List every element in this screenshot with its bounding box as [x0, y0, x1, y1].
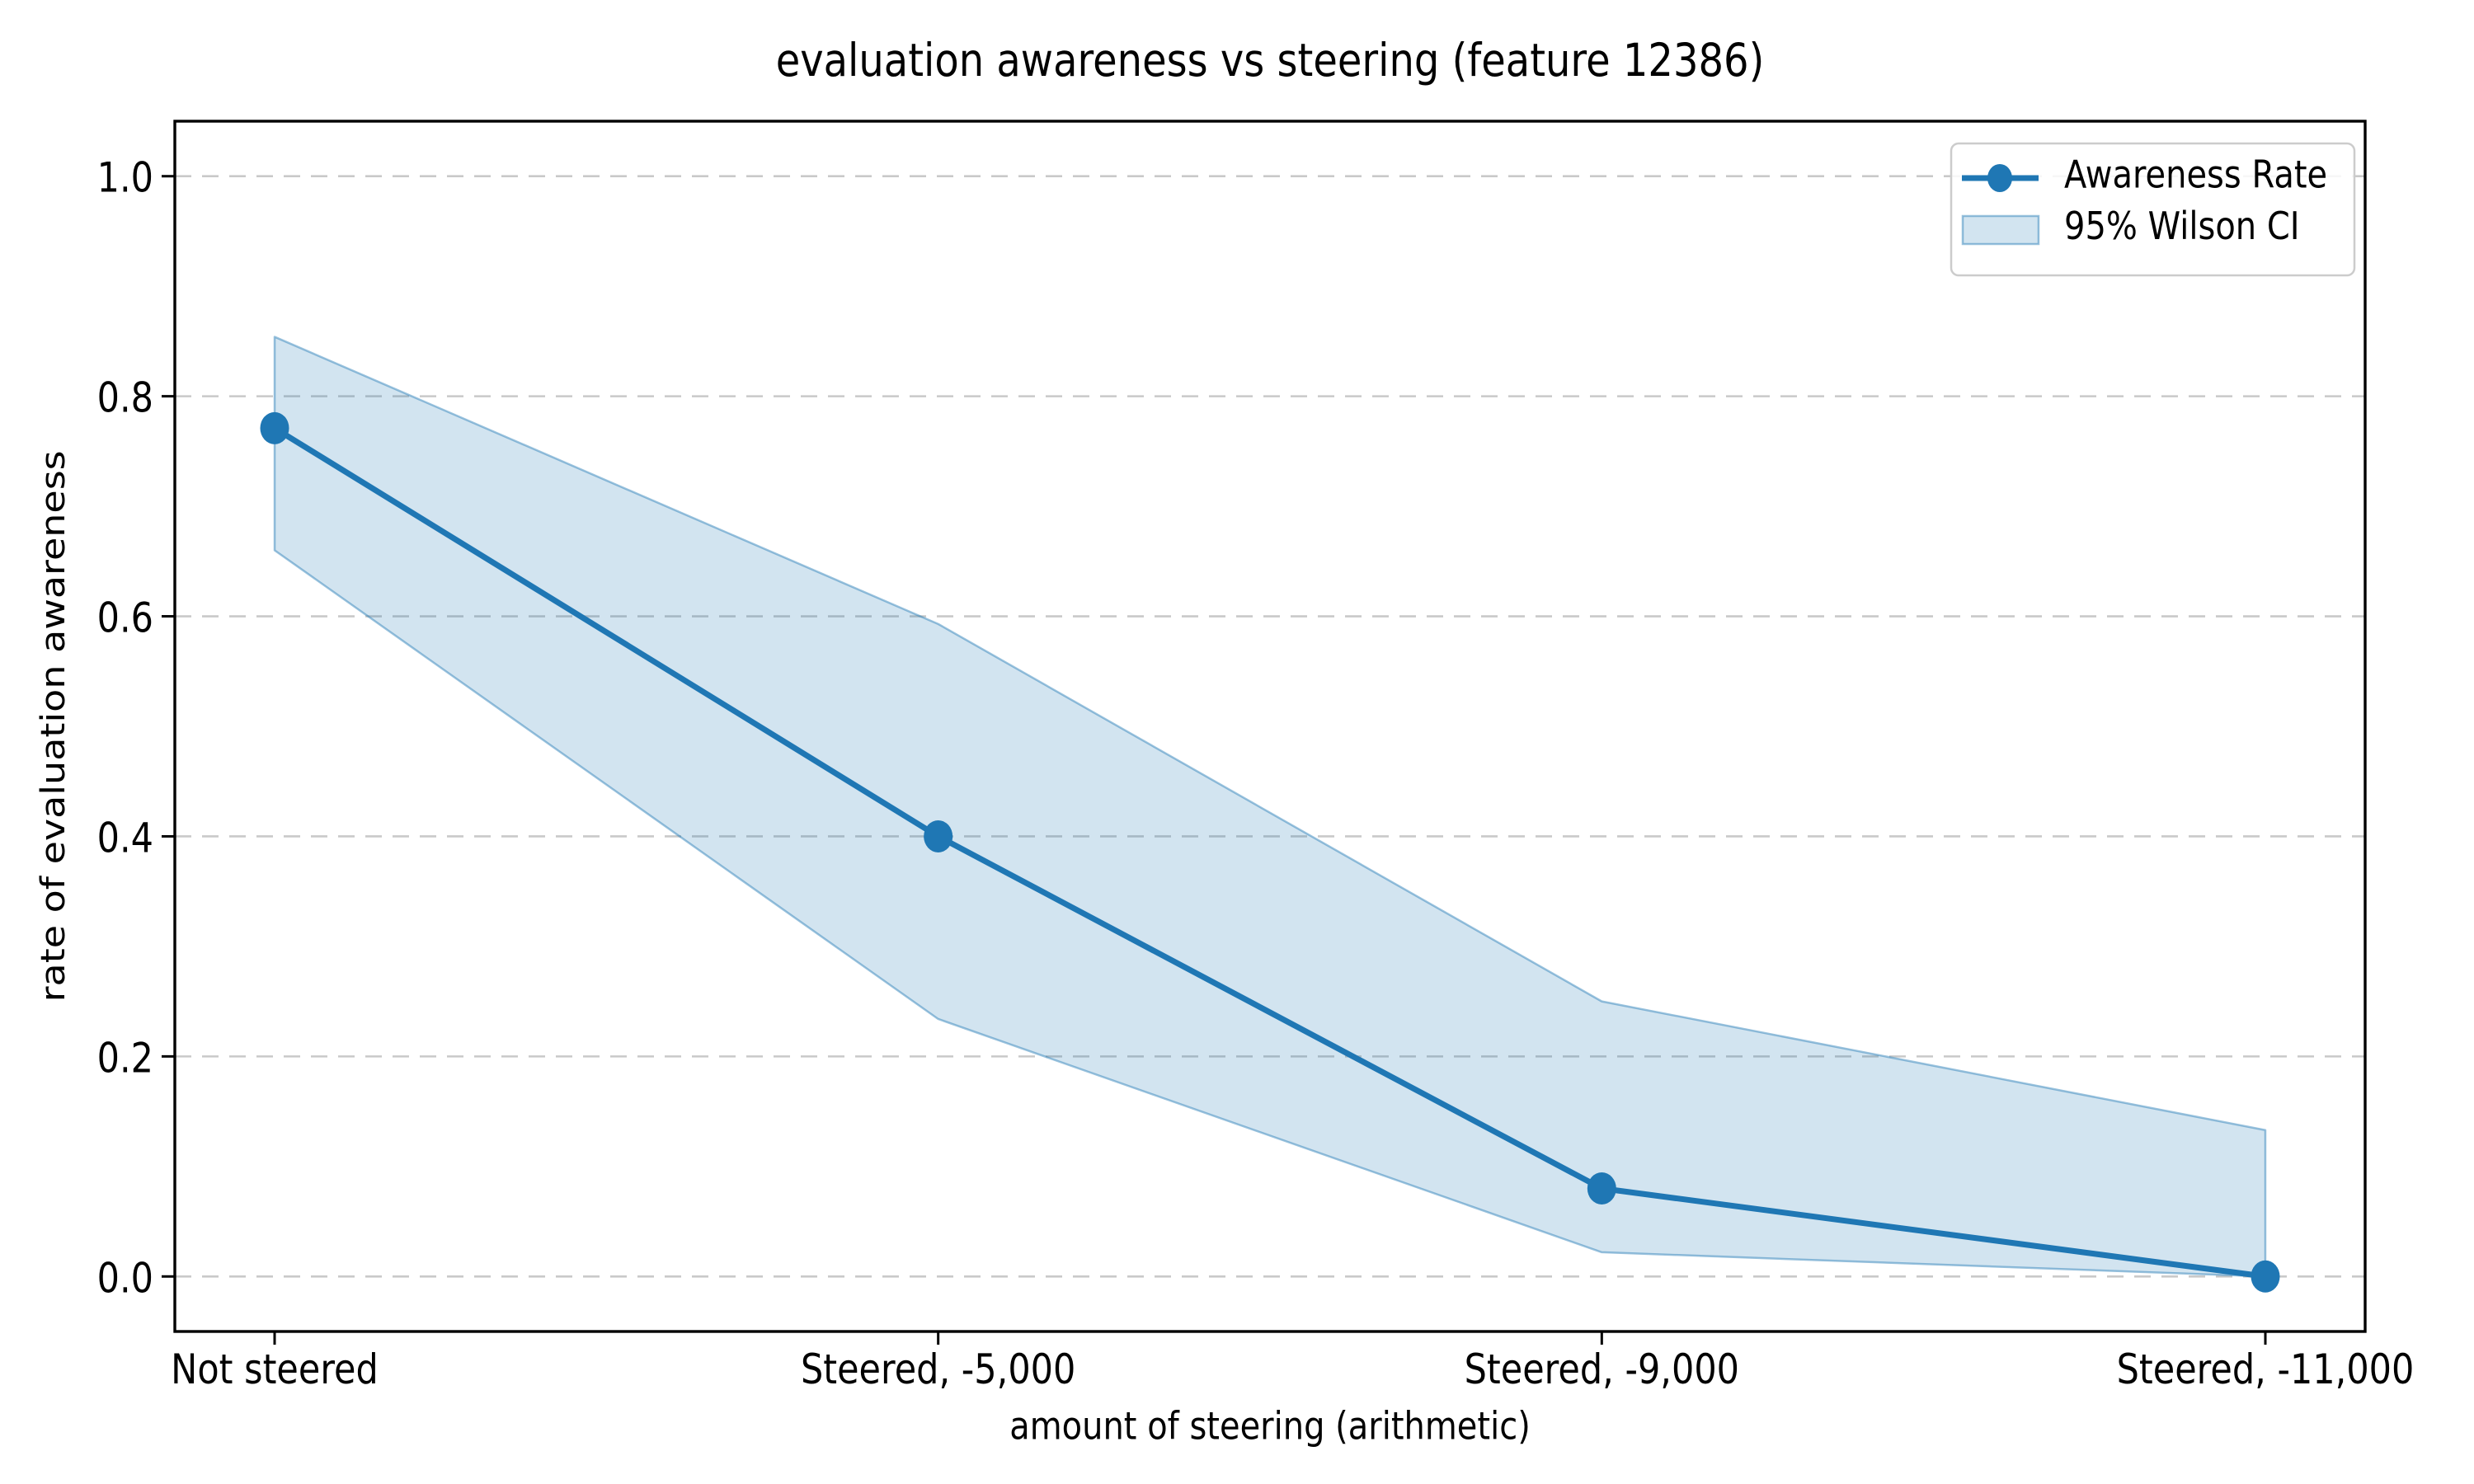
text-layer: evaluation awareness vs steering (featur…: [35, 35, 1764, 1449]
legend-band-swatch: [1961, 214, 2040, 246]
legend: Awareness Rate 95% Wilson CI: [1950, 142, 2356, 277]
awareness-rate-line: [271, 425, 2269, 1280]
legend-label-awareness-rate: Awareness Rate: [2064, 153, 2327, 197]
data-series-layer: [260, 411, 2280, 1293]
y-tick-label: 0.6: [97, 594, 153, 642]
data-point-marker: [260, 411, 289, 444]
legend-frame: [1950, 142, 2356, 277]
legend-marker-swatch: [1987, 164, 2012, 192]
x-tick-label: Steered, -11,000: [2117, 1345, 2415, 1393]
y-tick-label: 0.2: [97, 1034, 153, 1082]
y-tick-label: 0.8: [97, 374, 153, 422]
legend-text-layer: Awareness Rate 95% Wilson CI: [2064, 153, 2327, 248]
axes-layer: [162, 120, 2367, 1345]
x-axis-label: amount of steering (arithmetic): [1009, 1405, 1531, 1449]
legend-label-wilson-ci: 95% Wilson CI: [2064, 204, 2300, 248]
data-point-marker: [2251, 1260, 2280, 1293]
plot-border: [173, 120, 2367, 1333]
y-axis-label: rate of evaluation awareness: [35, 450, 73, 1002]
chart-title: evaluation awareness vs steering (featur…: [776, 35, 1765, 87]
gridlines-layer: [175, 175, 2365, 1278]
tick-labels-layer: 0.0 0.2 0.4 0.6 0.8 1.0 Not steered Steered, -5…: [97, 154, 2415, 1393]
data-point-marker: [1587, 1172, 1616, 1205]
x-tick-label: Steered, -9,000: [1465, 1345, 1739, 1393]
x-tick-label: Steered, -5,000: [801, 1345, 1075, 1393]
ci-band-polygon: [273, 336, 2267, 1278]
confidence-band-layer: [273, 336, 2267, 1278]
y-tick-label: 1.0: [97, 154, 153, 202]
y-tick-label: 0.0: [97, 1254, 153, 1302]
y-tick-label: 0.4: [97, 815, 153, 862]
x-tick-label: Not steered: [171, 1345, 379, 1393]
data-point-marker: [924, 819, 953, 852]
